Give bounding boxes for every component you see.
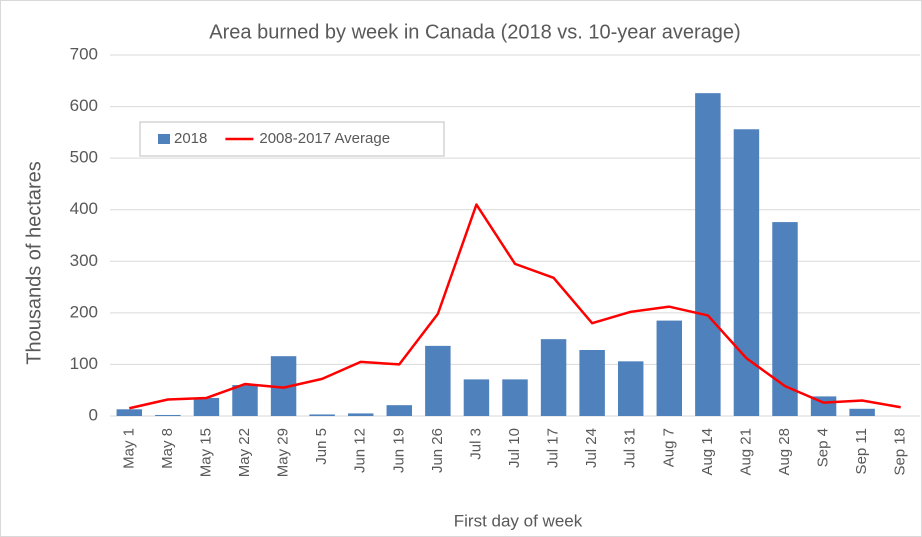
- y-tick-label: 500: [70, 148, 98, 167]
- y-axis-label: Thousands of hectares: [23, 161, 45, 364]
- x-tick-label: Aug 21: [737, 428, 754, 476]
- y-tick-label: 300: [70, 251, 98, 270]
- legend-label: 2018: [174, 130, 207, 147]
- bar: [849, 408, 875, 416]
- bar: [116, 409, 143, 416]
- x-tick-label: Jul 10: [506, 428, 523, 468]
- bar: [656, 320, 683, 416]
- x-tick-label: Aug 14: [699, 428, 716, 476]
- bar: [579, 349, 605, 416]
- y-tick-label: 100: [70, 354, 98, 373]
- y-tick-label: 700: [70, 44, 98, 63]
- x-tick-label: Sep 11: [853, 428, 870, 474]
- bar: [193, 397, 220, 416]
- x-tick-label: Jun 5: [313, 428, 330, 465]
- bar: [347, 413, 374, 416]
- x-tick-label: Jul 17: [545, 428, 562, 468]
- bar: [502, 379, 528, 416]
- bar: [386, 405, 413, 416]
- x-tick-label: Jul 3: [467, 428, 484, 460]
- line: [129, 203, 901, 410]
- x-tick-label: May 15: [197, 428, 214, 477]
- x-tick-label: Jun 26: [429, 428, 446, 473]
- legend-swatch: [158, 134, 170, 144]
- bar: [425, 345, 451, 416]
- x-tick-label: Sep 4: [815, 428, 832, 467]
- y-tick-label: 400: [70, 199, 98, 218]
- bar: [155, 414, 181, 416]
- chart-title: Area burned by week in Canada (2018 vs. …: [209, 21, 740, 43]
- bar: [772, 222, 798, 416]
- x-tick-label: Aug 7: [660, 428, 677, 467]
- bar: [617, 361, 644, 416]
- x-tick-label: Jun 19: [390, 428, 407, 473]
- bar: [540, 339, 567, 416]
- x-tick-label: Jun 12: [352, 428, 369, 473]
- x-axis-label: First day of week: [454, 511, 583, 530]
- y-tick-label: 600: [70, 96, 98, 115]
- y-tick-label: 0: [89, 405, 98, 424]
- x-tick-label: May 22: [236, 428, 253, 477]
- x-tick-label: Jul 31: [622, 428, 639, 468]
- x-tick-label: Jul 24: [583, 428, 600, 468]
- bar: [695, 93, 721, 417]
- x-tick-label: Aug 28: [776, 428, 793, 476]
- x-tick-label: May 8: [159, 428, 176, 469]
- bar: [309, 414, 335, 416]
- bar: [463, 379, 490, 416]
- bar: [232, 385, 258, 416]
- legend-box: [139, 121, 445, 157]
- y-tick-label: 200: [70, 302, 98, 321]
- legend-label: 2008-2017 Average: [259, 130, 390, 147]
- x-tick-label: May 1: [120, 428, 137, 469]
- x-tick-label: May 29: [275, 428, 292, 477]
- x-tick-label: Sep 18: [892, 428, 909, 476]
- bar: [733, 129, 760, 416]
